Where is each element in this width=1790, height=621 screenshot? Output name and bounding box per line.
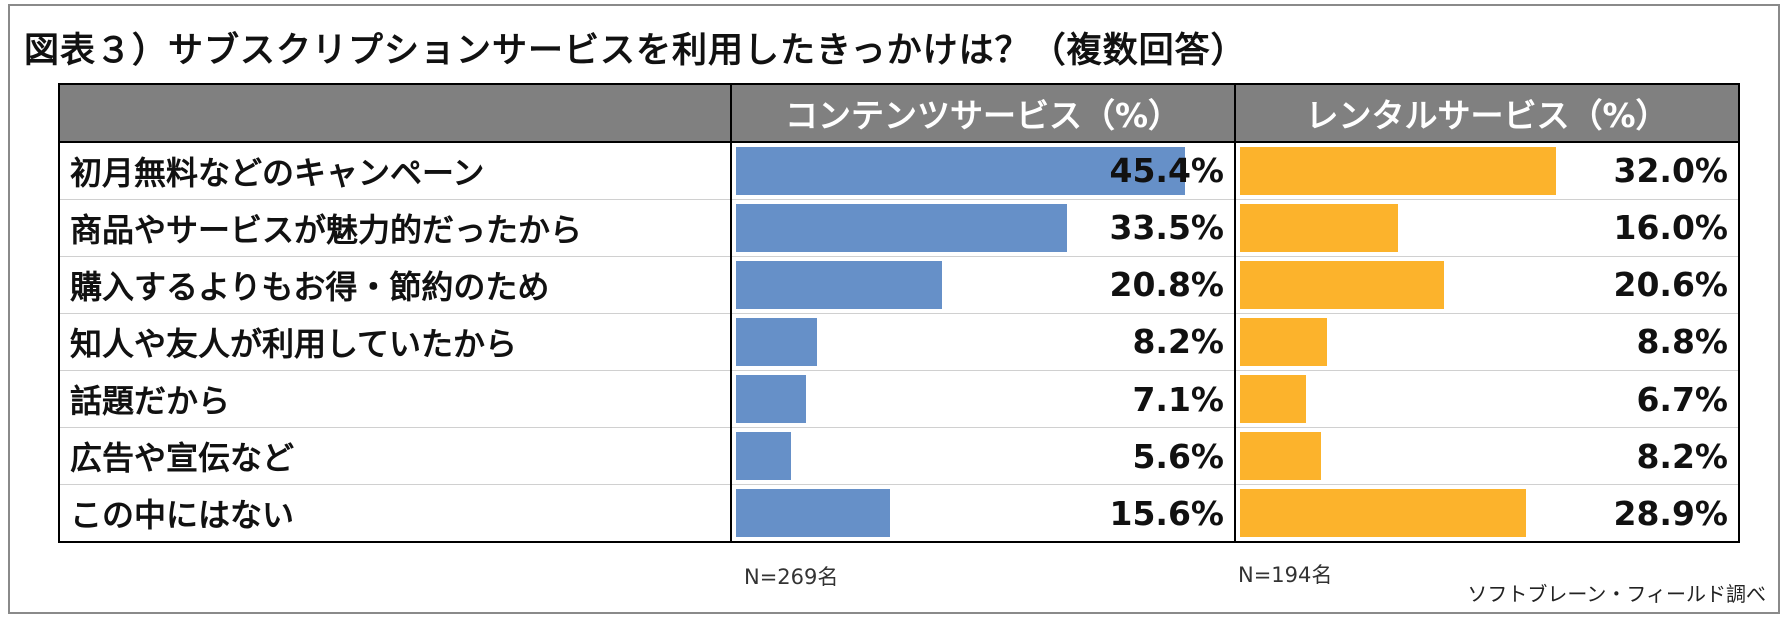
table-row: 購入するよりもお得・節約のため 20.8% 20.6% [58, 256, 1740, 314]
table-row: この中にはない 15.6% 28.9% [58, 484, 1740, 544]
chart-title: 図表３）サブスクリプションサービスを利用したきっかけは？（複数回答） [24, 31, 1247, 71]
header-row: コンテンツサービス（%） レンタルサービス（%） [58, 83, 1740, 143]
category-label: 知人や友人が利用していたから [58, 313, 732, 372]
source-note: ソフトブレーン・フィールド調べ [1467, 582, 1766, 606]
sample-size-rental: N=194名 [1238, 563, 1333, 587]
chart-table: コンテンツサービス（%） レンタルサービス（%） 初月無料などのキャンペーン 4… [58, 83, 1740, 544]
bar-cell: 20.6% [1235, 256, 1740, 314]
table-row: 商品やサービスが魅力的だったから 33.5% 16.0% [58, 199, 1740, 257]
bar-cell: 32.0% [1235, 142, 1740, 200]
data-label-rental: 20.6% [1613, 265, 1729, 305]
bar-cell: 33.5% [731, 199, 1236, 257]
table-row: 広告や宣伝など 5.6% 8.2% [58, 427, 1740, 486]
bar-contents [736, 147, 1185, 195]
bar-cell: 8.8% [1235, 313, 1740, 372]
bar-contents [736, 375, 806, 424]
bar-contents [736, 432, 791, 481]
data-label-rental: 32.0% [1613, 151, 1729, 191]
category-label: この中にはない [58, 484, 732, 544]
bar-cell: 28.9% [1235, 484, 1740, 544]
category-label: 話題だから [58, 370, 732, 429]
bar-rental [1240, 432, 1321, 481]
data-label-rental: 6.7% [1636, 379, 1728, 419]
table-row: 知人や友人が利用していたから 8.2% 8.8% [58, 313, 1740, 372]
category-label: 購入するよりもお得・節約のため [58, 256, 732, 314]
data-label-contents: 45.4% [1109, 151, 1225, 191]
bar-contents [736, 317, 817, 367]
chart-frame [8, 4, 1780, 614]
data-label-rental: 16.0% [1613, 208, 1729, 248]
bar-cell: 45.4% [731, 142, 1236, 200]
bar-cell: 20.8% [731, 256, 1236, 314]
bar-contents [736, 489, 890, 537]
bar-rental [1240, 375, 1306, 424]
bar-rental [1240, 147, 1556, 195]
bar-cell: 7.1% [731, 370, 1236, 429]
header-blank [58, 83, 732, 143]
bar-cell: 16.0% [1235, 199, 1740, 257]
data-label-contents: 7.1% [1132, 379, 1224, 419]
table-row: 初月無料などのキャンペーン 45.4% 32.0% [58, 142, 1740, 200]
bar-rental [1240, 489, 1526, 537]
table-row: 話題だから 7.1% 6.7% [58, 370, 1740, 429]
category-label: 広告や宣伝など [58, 427, 732, 486]
bar-contents [736, 260, 942, 309]
data-label-rental: 8.2% [1636, 436, 1728, 476]
data-label-contents: 15.6% [1109, 493, 1225, 533]
series-header-rental: レンタルサービス（%） [1234, 83, 1740, 143]
category-label: 商品やサービスが魅力的だったから [58, 199, 732, 257]
data-label-contents: 33.5% [1109, 208, 1225, 248]
bar-contents [736, 203, 1067, 252]
bar-cell: 15.6% [731, 484, 1236, 544]
data-label-rental: 8.8% [1636, 322, 1728, 362]
bar-cell: 8.2% [731, 313, 1236, 372]
data-label-contents: 8.2% [1132, 322, 1224, 362]
series-header-contents: コンテンツサービス（%） [730, 83, 1236, 143]
bar-cell: 8.2% [1235, 427, 1740, 486]
category-label: 初月無料などのキャンペーン [58, 142, 732, 200]
data-label-contents: 5.6% [1132, 436, 1224, 476]
bar-rental [1240, 203, 1398, 252]
bar-cell: 6.7% [1235, 370, 1740, 429]
data-label-rental: 28.9% [1613, 493, 1729, 533]
bar-rental [1240, 260, 1444, 309]
bar-rental [1240, 317, 1327, 367]
sample-size-contents: N=269名 [744, 565, 839, 589]
bar-cell: 5.6% [731, 427, 1236, 486]
data-label-contents: 20.8% [1109, 265, 1225, 305]
